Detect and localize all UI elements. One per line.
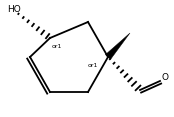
Text: HO: HO	[7, 5, 21, 14]
Polygon shape	[105, 33, 130, 59]
Text: or1: or1	[88, 63, 98, 68]
Text: or1: or1	[52, 44, 62, 49]
Text: O: O	[162, 73, 169, 82]
